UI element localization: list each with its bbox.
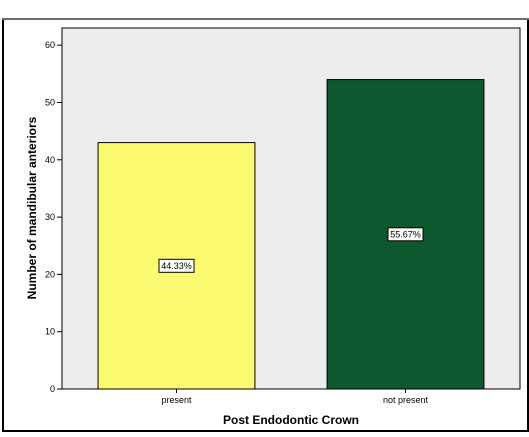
x-axis-title: Post Endodontic Crown xyxy=(223,413,359,427)
data-label: 55.67% xyxy=(390,229,421,239)
y-tick-label: 0 xyxy=(50,384,55,394)
y-tick-label: 50 xyxy=(45,97,55,107)
y-axis: 0 10 20 30 40 50 60 xyxy=(45,28,63,394)
x-tick-label: present xyxy=(161,395,192,405)
data-label-box xyxy=(387,227,424,242)
y-tick-label: 60 xyxy=(45,40,55,50)
y-tick-label: 40 xyxy=(45,155,55,165)
y-tick-label: 30 xyxy=(45,212,55,222)
y-tick-label: 20 xyxy=(45,269,55,279)
x-axis: present not present xyxy=(62,388,520,405)
y-tick-label: 10 xyxy=(45,327,55,337)
data-labels-layer: 44.33% 55.67% xyxy=(158,227,424,273)
data-label: 44.33% xyxy=(161,261,192,271)
y-axis-title: Number of mandibular anteriors xyxy=(25,116,39,299)
x-tick-label: not present xyxy=(383,395,429,405)
data-label-box xyxy=(158,258,195,273)
